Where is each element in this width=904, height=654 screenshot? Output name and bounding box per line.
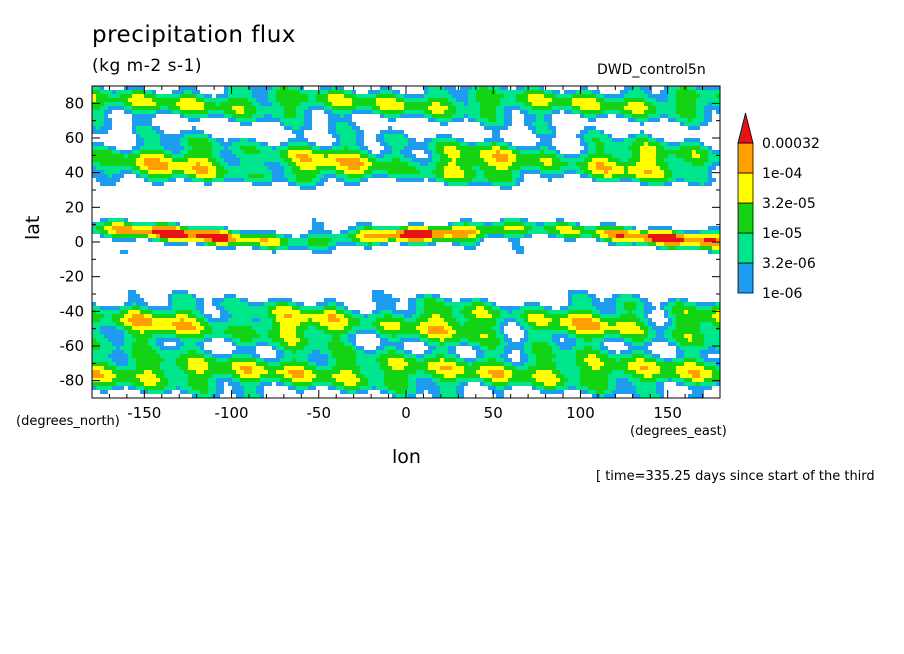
y-tick-label: 0 — [74, 233, 84, 251]
x-tick-label: 0 — [401, 404, 411, 422]
colorbar-arrow — [737, 112, 754, 144]
x-axis-units: (degrees_east) — [630, 424, 727, 439]
y-tick-label: -40 — [60, 302, 85, 320]
x-tick-label: 150 — [653, 404, 682, 422]
colorbar-segment — [737, 232, 754, 264]
x-tick-label: -50 — [307, 404, 332, 422]
precipitation-field — [92, 86, 720, 398]
chart-title: precipitation flux — [92, 22, 296, 48]
colorbar-label: 3.2e-05 — [762, 196, 816, 212]
time-footnote: [ time=335.25 days since start of the th… — [596, 469, 875, 484]
colorbar-segment — [737, 172, 754, 204]
colorbar-label: 1e-06 — [762, 286, 802, 302]
x-axis-label: lon — [392, 446, 421, 468]
colorbar-label: 3.2e-06 — [762, 256, 816, 272]
y-tick-label: -60 — [60, 337, 85, 355]
y-tick-label: 80 — [65, 94, 84, 112]
colorbar-label: 1e-05 — [762, 226, 802, 242]
y-tick-label: -80 — [60, 372, 85, 390]
x-tick-label: -100 — [215, 404, 249, 422]
y-tick-label: 60 — [65, 129, 84, 147]
x-tick-label: 100 — [566, 404, 595, 422]
y-axis-label: lat — [22, 215, 44, 240]
y-axis-units: (degrees_north) — [16, 414, 120, 429]
y-tick-label: -20 — [60, 268, 85, 286]
chart-units: (kg m-2 s-1) — [92, 56, 203, 76]
colorbar-segment — [737, 202, 754, 234]
dataset-label: DWD_control5n — [597, 62, 706, 78]
x-tick-label: -150 — [127, 404, 161, 422]
y-tick-label: 20 — [65, 198, 84, 216]
colorbar-segment — [737, 262, 754, 294]
y-tick-label: 40 — [65, 164, 84, 182]
x-tick-label: 50 — [484, 404, 503, 422]
colorbar-label: 1e-04 — [762, 166, 802, 182]
colorbar-label: 0.00032 — [762, 136, 820, 152]
colorbar-segment — [737, 142, 754, 174]
